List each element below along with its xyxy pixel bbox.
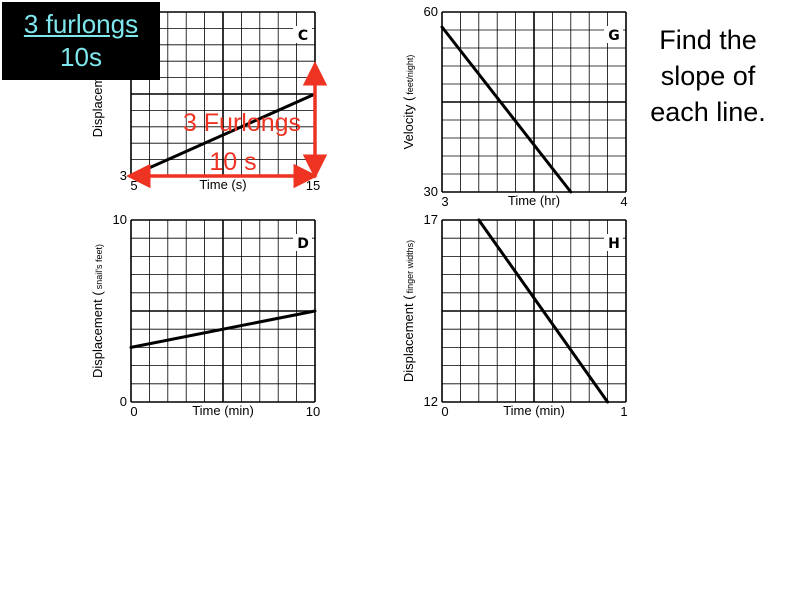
x-tick-label: 4 bbox=[620, 194, 627, 209]
x-tick-label: 10 bbox=[306, 404, 320, 419]
y-axis-label-main: Displacement ( bbox=[90, 291, 105, 378]
badge-bg bbox=[604, 234, 623, 251]
x-tick-label: 1 bbox=[620, 404, 627, 419]
instruction-line-3: each line. bbox=[650, 97, 766, 127]
y-axis-label-unit: feet/night) bbox=[405, 55, 415, 95]
y-axis-label: Displacement ( snail's feet) bbox=[90, 244, 105, 378]
badge-bg bbox=[293, 234, 312, 251]
series-line-g bbox=[440, 25, 573, 194]
y-tick-label: 10 bbox=[113, 212, 127, 227]
x-tick-label: 0 bbox=[441, 404, 448, 419]
chart-h: H 0 1 12 17 Time (min) Displacement (finger wi… bbox=[401, 212, 628, 419]
instruction-line-1: Find the bbox=[659, 25, 757, 55]
run-label: 10 s bbox=[209, 148, 256, 176]
y-axis-label-main: Displacement ( bbox=[401, 295, 416, 382]
y-axis-label-main: Velocity ( bbox=[401, 96, 416, 149]
chart-badge: C bbox=[298, 28, 308, 44]
badge-bg bbox=[293, 26, 312, 43]
y-axis-label-unit: snail's feet) bbox=[94, 244, 104, 289]
y-tick-label: 0 bbox=[120, 394, 127, 409]
answer-denominator: 10s bbox=[60, 42, 102, 72]
answer-box: 3 furlongs 10s bbox=[2, 2, 160, 80]
y-axis-label-unit: finger widths) bbox=[405, 240, 415, 294]
answer-numerator: 3 furlongs bbox=[23, 9, 139, 39]
charts-layer: C 5 15 3 Time (s) Displacement ( G 3 4 30 60 Time (… bbox=[90, 4, 628, 419]
x-tick-label: 0 bbox=[130, 404, 137, 419]
y-tick-label: 17 bbox=[424, 212, 438, 227]
x-axis-label: Time (min) bbox=[192, 403, 254, 418]
slope-annotation: 3 Furlongs 10 s bbox=[126, 61, 328, 189]
x-tick-label: 15 bbox=[306, 178, 320, 193]
x-axis-label-bg bbox=[187, 403, 259, 417]
x-axis-label: Time (s) bbox=[199, 177, 246, 192]
chart-g: G 3 4 30 60 Time (hr) Velocity (feet/night) bbox=[401, 4, 628, 209]
y-tick-label: 12 bbox=[424, 394, 438, 409]
x-axis-label-bg bbox=[498, 403, 570, 417]
instruction-text: Find the slope of each line. bbox=[638, 22, 778, 130]
chart-d: D 0 10 0 10 Time (min) Displacement ( snail's f… bbox=[90, 212, 320, 419]
x-axis-label-bg bbox=[498, 193, 570, 207]
series-line-h bbox=[477, 218, 610, 404]
x-tick-label: 3 bbox=[441, 194, 448, 209]
y-axis-label: Velocity (feet/night) bbox=[401, 55, 416, 150]
chart-badge: G bbox=[608, 28, 620, 44]
series-line-d bbox=[129, 309, 317, 349]
x-axis-label: Time (min) bbox=[503, 403, 565, 418]
x-axis-label: Time (hr) bbox=[508, 193, 560, 208]
y-tick-label: 30 bbox=[424, 184, 438, 199]
y-axis-label: Displacement (finger widths) bbox=[401, 240, 416, 382]
chart-badge: D bbox=[297, 236, 309, 252]
chart-badge: H bbox=[608, 236, 620, 252]
rise-label: 3 Furlongs bbox=[183, 109, 301, 137]
series-line-c bbox=[129, 92, 317, 178]
y-tick-label: 3 bbox=[120, 168, 127, 183]
y-tick-label: 60 bbox=[424, 4, 438, 19]
badge-bg bbox=[604, 26, 623, 43]
instruction-line-2: slope of bbox=[660, 61, 756, 91]
x-tick-label: 5 bbox=[130, 178, 137, 193]
